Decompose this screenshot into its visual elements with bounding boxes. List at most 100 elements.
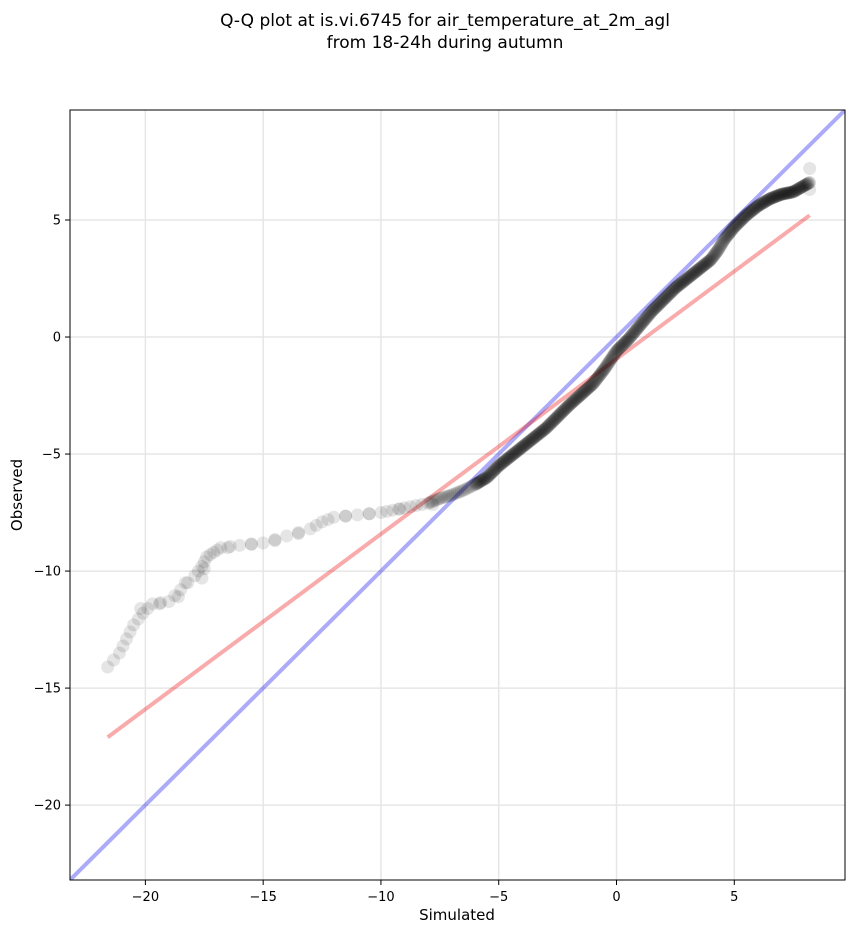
qq-point xyxy=(596,363,610,377)
qq-point xyxy=(736,211,750,225)
qq-point xyxy=(639,311,653,325)
qq-point xyxy=(783,186,797,200)
qq-point xyxy=(492,459,506,473)
qq-point xyxy=(627,326,641,340)
qq-point xyxy=(683,269,697,283)
qq-point xyxy=(480,470,494,484)
qq-point xyxy=(559,401,573,415)
qq-point xyxy=(661,288,675,302)
qq-point xyxy=(195,559,209,573)
qq-point xyxy=(625,328,639,342)
qq-point xyxy=(792,182,806,196)
qq-point xyxy=(790,183,804,197)
qq-point xyxy=(659,290,673,304)
qq-point xyxy=(477,472,491,486)
qq-point xyxy=(545,415,559,429)
qq-point xyxy=(499,453,513,467)
qq-point xyxy=(470,477,484,491)
qq-point xyxy=(615,339,629,353)
qq-point xyxy=(507,447,521,461)
qq-point xyxy=(594,366,608,380)
qq-point xyxy=(780,186,794,200)
qq-point xyxy=(145,597,159,611)
qq-point xyxy=(573,388,587,402)
qq-point xyxy=(760,194,774,208)
qq-point xyxy=(539,421,553,435)
qq-point xyxy=(195,571,209,585)
qq-point xyxy=(502,450,516,464)
qq-point xyxy=(431,492,445,506)
qq-point xyxy=(673,277,687,291)
qq-point xyxy=(803,176,817,190)
qq-point xyxy=(492,458,506,472)
qq-point xyxy=(530,428,544,442)
qq-point xyxy=(268,532,282,546)
qq-point xyxy=(732,215,746,229)
qq-point xyxy=(575,387,589,401)
qq-point xyxy=(203,548,217,562)
qq-point xyxy=(796,179,810,193)
qq-point xyxy=(695,259,709,273)
qq-point xyxy=(731,217,745,231)
qq-point xyxy=(625,327,639,341)
qq-point xyxy=(584,379,598,393)
qq-point xyxy=(745,203,759,217)
qq-point xyxy=(504,449,518,463)
qq-point xyxy=(592,369,606,383)
qq-point xyxy=(674,276,688,290)
qq-point xyxy=(610,344,624,358)
qq-point xyxy=(739,208,753,222)
qq-point xyxy=(675,275,689,289)
qq-point xyxy=(511,443,525,457)
qq-point xyxy=(647,302,661,316)
x-tick-label: −10 xyxy=(367,890,394,905)
qq-point xyxy=(800,177,814,191)
qq-point xyxy=(454,484,468,498)
qq-point xyxy=(722,227,736,241)
qq-point xyxy=(693,262,707,276)
qq-point xyxy=(542,418,556,432)
qq-point xyxy=(717,233,731,247)
qq-point xyxy=(537,422,551,436)
qq-point xyxy=(214,541,228,555)
qq-point xyxy=(567,394,581,408)
qq-point xyxy=(449,486,463,500)
qq-point xyxy=(661,288,675,302)
qq-point xyxy=(497,454,511,468)
qq-point xyxy=(558,403,572,417)
qq-point xyxy=(763,192,777,206)
qq-point xyxy=(484,466,498,480)
qq-point xyxy=(472,475,486,489)
qq-point xyxy=(582,380,596,394)
qq-point xyxy=(762,192,776,206)
qq-point xyxy=(580,382,594,396)
qq-point xyxy=(769,189,783,203)
qq-point xyxy=(350,508,364,522)
qq-point xyxy=(786,185,800,199)
qq-point xyxy=(650,299,664,313)
qq-point xyxy=(761,193,775,207)
qq-point xyxy=(700,256,714,270)
qq-point xyxy=(443,489,457,503)
qq-point xyxy=(462,480,476,494)
qq-point xyxy=(423,495,437,509)
qq-point xyxy=(527,431,541,445)
qq-point xyxy=(784,185,798,199)
qq-point xyxy=(639,312,653,326)
qq-point xyxy=(526,432,540,446)
qq-point xyxy=(491,459,505,473)
qq-point xyxy=(522,435,536,449)
qq-point xyxy=(589,373,603,387)
qq-point xyxy=(174,583,188,597)
qq-point xyxy=(475,473,489,487)
qq-point xyxy=(646,303,660,317)
qq-point xyxy=(782,186,796,200)
qq-point xyxy=(386,503,400,517)
qq-point xyxy=(710,244,724,258)
qq-point xyxy=(466,478,480,492)
qq-point xyxy=(721,228,735,242)
qq-point xyxy=(554,406,568,420)
qq-point xyxy=(500,452,514,466)
qq-point xyxy=(699,257,713,271)
qq-point xyxy=(709,246,723,260)
